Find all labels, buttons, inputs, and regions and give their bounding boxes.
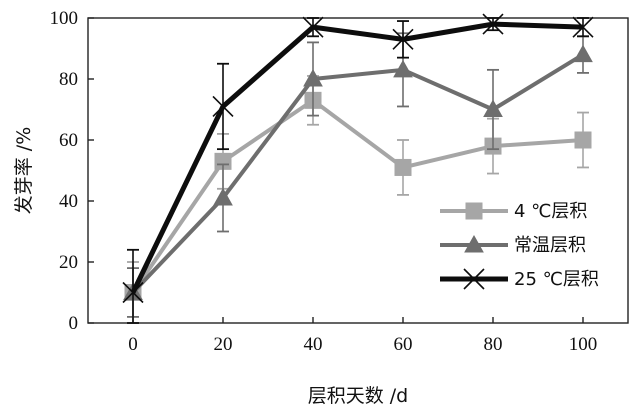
data-point [302,16,324,38]
data-point [394,158,412,176]
legend-marker [464,234,484,253]
data-point [572,16,594,38]
marker-stroke [463,268,485,290]
y-tick-label: 0 [69,313,79,334]
y-tick-label: 100 [50,8,79,29]
marker-stroke [122,281,144,304]
error-bar [127,248,139,324]
series-line [130,21,584,294]
x-tick-label: 80 [484,334,503,355]
marker-stroke [392,28,414,50]
marker-stroke [572,16,594,38]
series-line [131,52,585,294]
y-tick-label: 80 [59,69,78,90]
x-tick-label: 20 [214,334,233,355]
legend-label: 25 ℃层积 [514,269,599,290]
legend-marker [463,268,485,290]
data-point [122,281,144,304]
y-tick-label: 60 [59,130,78,151]
marker-stroke [482,13,504,35]
data-point [482,13,504,35]
data-point [573,44,593,63]
legend-item: 常温层积 [440,234,586,256]
data-point [483,99,503,117]
x-tick-label: 100 [569,334,598,355]
plot-frame [87,17,629,324]
legend-item: 25 ℃层积 [440,268,599,290]
legend-label: 4 ℃层积 [514,201,587,222]
x-tick-label: 60 [394,334,413,355]
data-point [393,59,413,78]
x-tick-label: 40 [304,334,323,355]
axes: 0 20 40 60 80 100 0 20 40 60 80 100 [50,8,629,355]
data-point [392,28,414,50]
x-axis-label: 层积天数 /d [308,385,409,407]
data-point [213,187,233,206]
data-point [574,131,592,149]
data-point [303,68,323,87]
y-tick-label: 20 [59,252,78,273]
data-point [212,95,234,118]
series-layer [122,13,594,324]
legend-item: 4 ℃层积 [440,201,587,222]
y-tick-label: 40 [59,191,78,212]
legend-marker [465,202,483,220]
series-3 [122,13,594,324]
y-axis-label: 发芽率 /% [13,127,35,215]
series-line [131,98,584,294]
marker-stroke [212,95,234,118]
marker-stroke [302,16,324,38]
x-tick-label: 0 [128,334,138,355]
legend-label: 常温层积 [514,235,586,256]
